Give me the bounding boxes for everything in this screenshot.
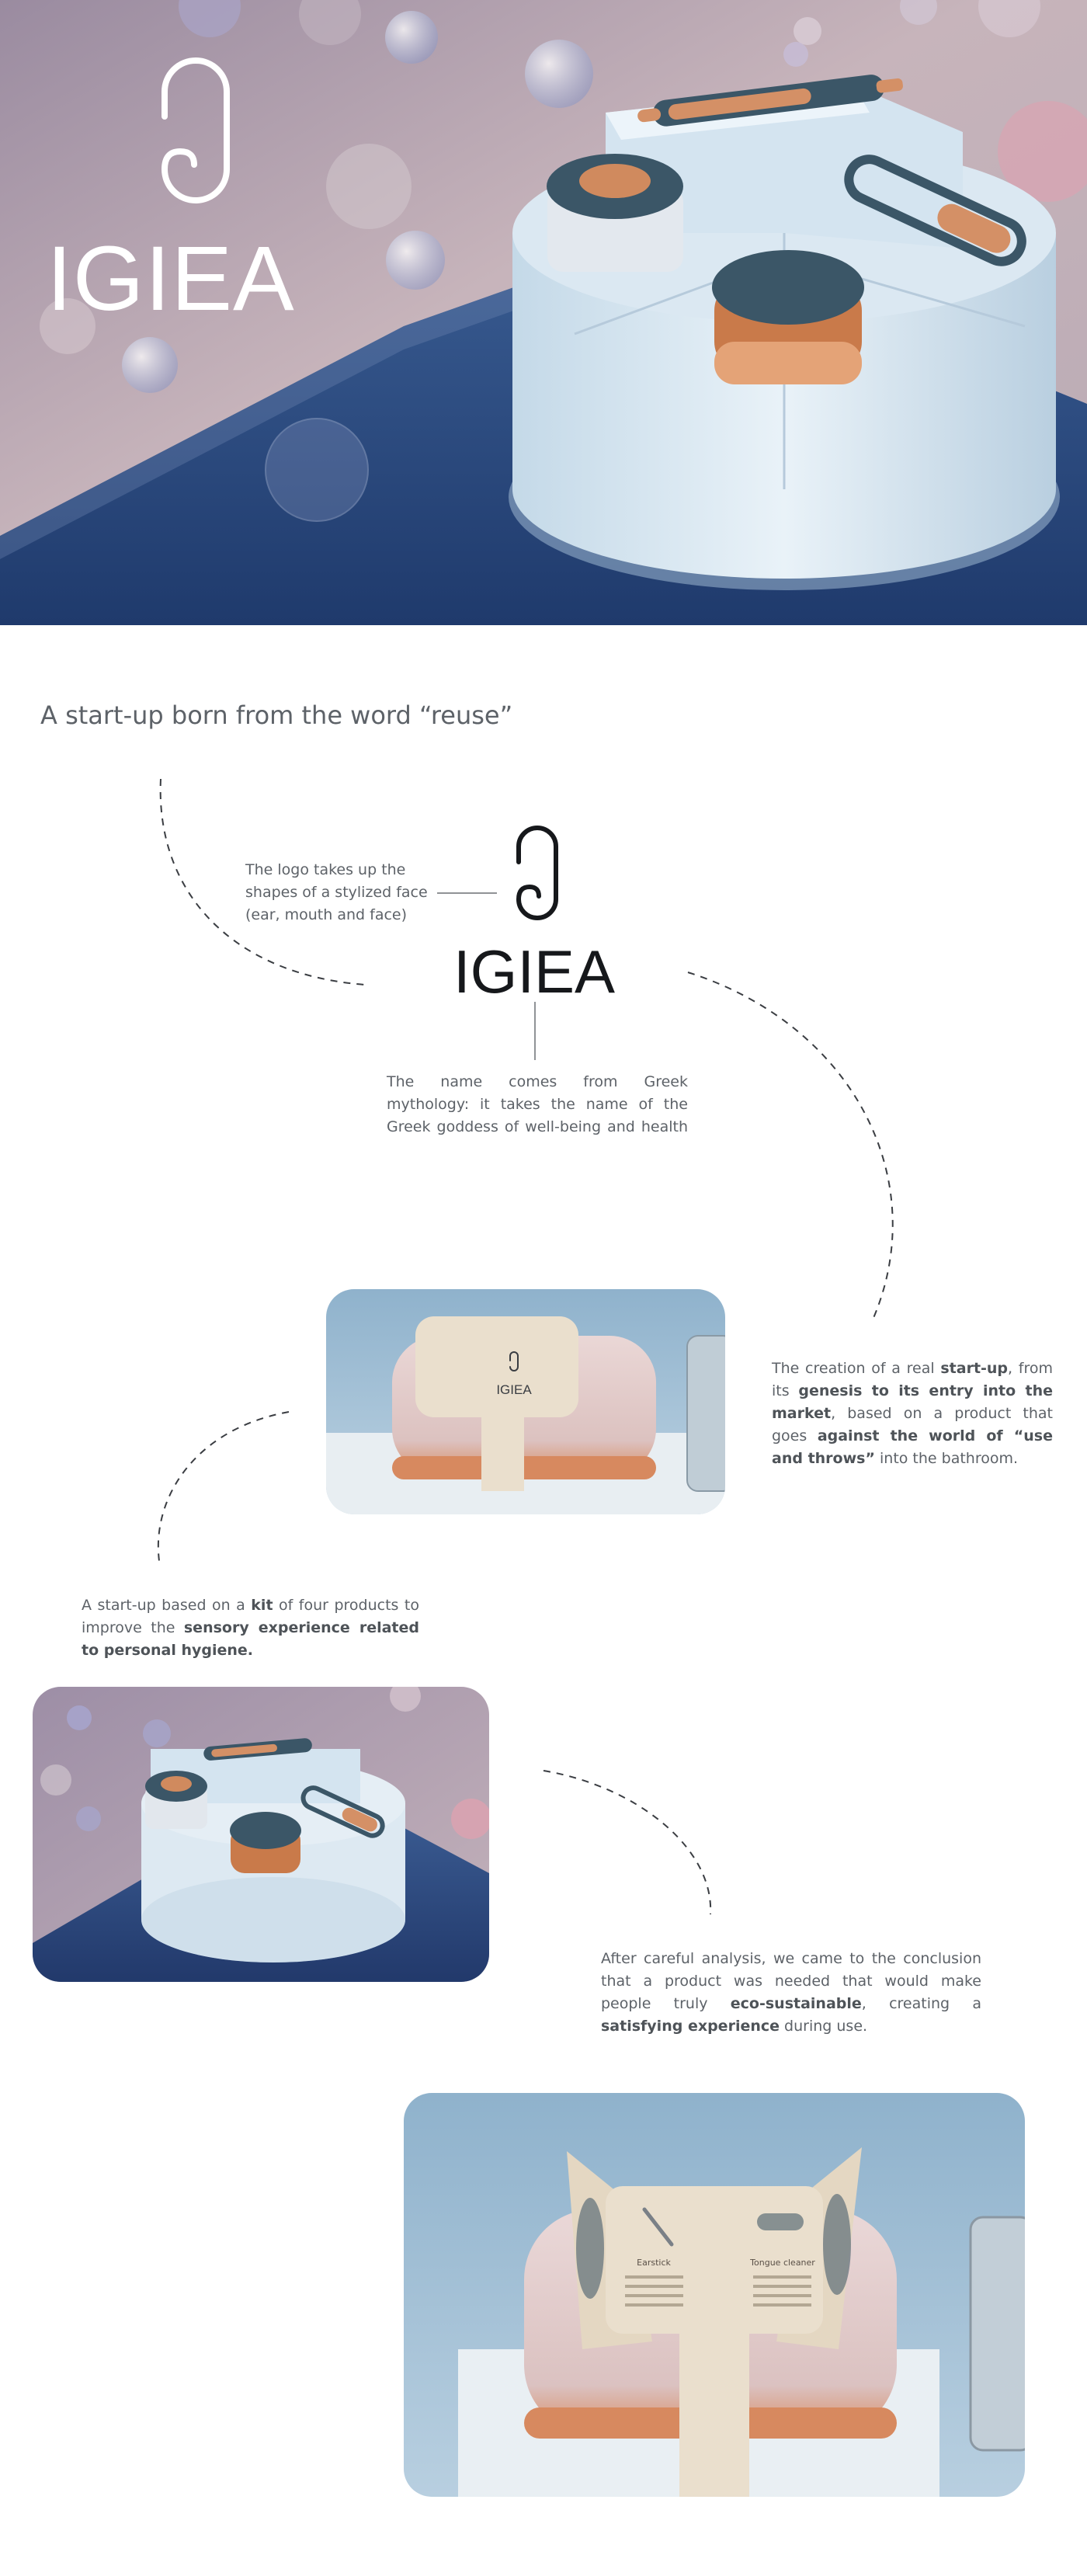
logo-wordmark: IGIEA bbox=[453, 937, 616, 1006]
svg-text:Tongue cleaner: Tongue cleaner bbox=[749, 2258, 815, 2268]
page-tagline: A start-up born from the word “reuse” bbox=[40, 700, 513, 730]
product-kit-photo bbox=[33, 1687, 489, 1982]
igiea-logo-icon bbox=[516, 826, 558, 920]
hero-render bbox=[0, 0, 1087, 625]
analysis-description-note: After careful analysis, we came to the c… bbox=[601, 1950, 982, 2035]
packaging-photo: IGIEA bbox=[326, 1289, 725, 1514]
logo-description-note: The logo takes up the shapes of a styliz… bbox=[245, 861, 428, 923]
kit-description-note: A start-up based on a kit of four produc… bbox=[82, 1597, 419, 1659]
svg-text:IGIEA: IGIEA bbox=[496, 1382, 532, 1397]
hero-banner: IGIEA bbox=[0, 0, 1087, 625]
open-packaging-photo: Earstick Tongue cleaner bbox=[404, 2093, 1025, 2497]
hero-logo-icon bbox=[161, 57, 230, 203]
startup-description-note: The creation of a real start-up, from it… bbox=[772, 1360, 1053, 1467]
name-origin-note: The name comes from Greek mythology: it … bbox=[387, 1073, 688, 1135]
hero-brand-name: IGIEA bbox=[47, 228, 295, 330]
svg-text:Earstick: Earstick bbox=[637, 2258, 671, 2268]
